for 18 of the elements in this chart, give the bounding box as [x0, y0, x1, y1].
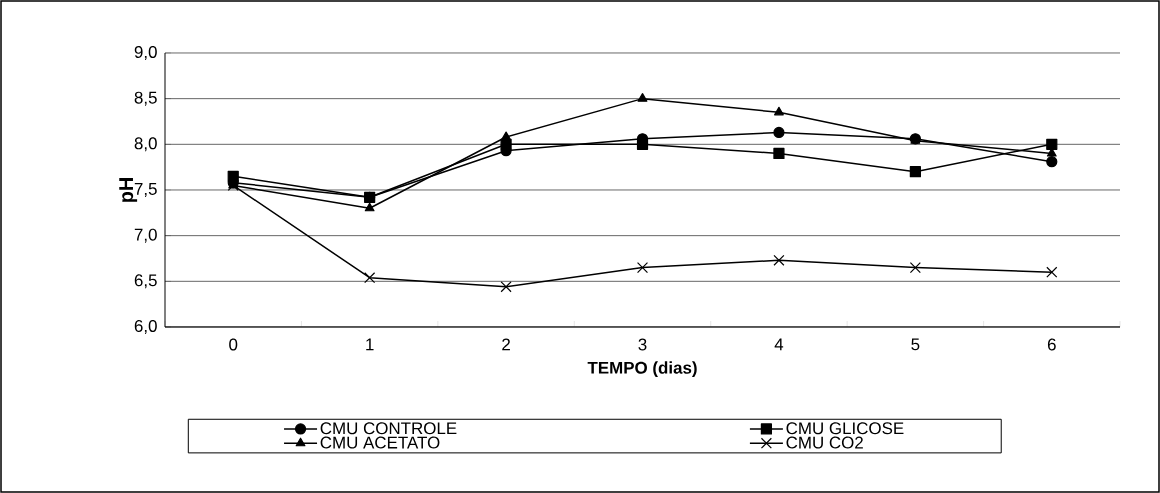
x-tick-label: 1: [366, 338, 374, 351]
x-tick-label: 0: [229, 338, 238, 351]
y-tick-label: 6,5: [134, 274, 157, 289]
x-tick-label: 5: [911, 338, 920, 351]
legend-label: CMU ACETATO: [320, 436, 440, 449]
x-tick-label: 4: [774, 338, 784, 351]
x-tick-label: 6: [1047, 338, 1056, 351]
legend-label: CMU CO2: [786, 436, 863, 449]
y-tick-label: 9,0: [134, 45, 157, 60]
y-tick-label: 6,0: [134, 319, 157, 334]
y-tick-label: 8,0: [134, 137, 157, 152]
x-tick-label: 2: [502, 338, 510, 351]
y-tick-label: 7,0: [134, 228, 157, 243]
y-tick-label: 8,5: [134, 91, 157, 106]
x-tick-label: 3: [638, 338, 647, 351]
x-axis-title: TEMPO (dias): [587, 361, 697, 378]
legend-label: CMU CONTROLE: [320, 422, 457, 435]
legend-label: CMU GLICOSE: [786, 422, 904, 435]
